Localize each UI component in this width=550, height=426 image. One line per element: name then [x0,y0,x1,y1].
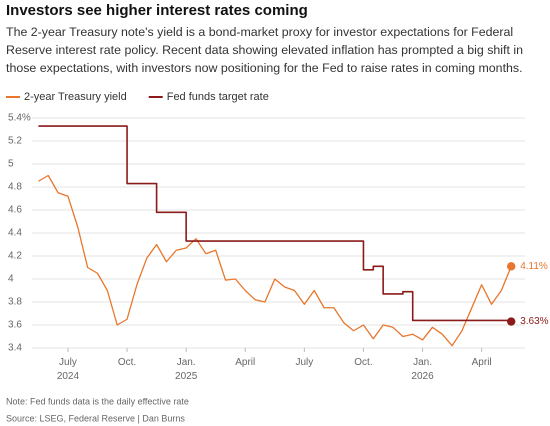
x-tick-label: Jan. 2025 [175,357,198,382]
y-tick-label: 4.6 [8,205,22,216]
x-tick-label: July [295,357,313,368]
x-tick-label: April [472,357,492,368]
y-tick-label: 3.4 [8,343,22,354]
legend-label: 2-year Treasury yield [24,91,127,103]
x-tick-label: July 2024 [57,357,80,382]
x-tick-label: Oct. [118,357,136,368]
y-tick-label: 4.8 [8,182,22,193]
note: Note: Fed funds data is the daily effect… [6,396,189,406]
source: Source: LSEG, Federal Reserve | Dan Burn… [6,413,185,423]
x-tick-label: April [235,357,255,368]
y-tick-label: 3.6 [8,320,22,331]
end-dot [507,262,516,271]
end-label: 4.11% [520,261,548,272]
y-tick-label: 5.4% [8,113,31,124]
y-tick-label: 4.2 [8,251,22,262]
x-tick-label: Oct. [354,357,372,368]
y-tick-label: 5.2 [8,136,22,147]
y-tick-label: 3.8 [8,297,22,308]
chart-title: Investors see higher interest rates comi… [6,2,308,19]
legend-label: Fed funds target rate [167,91,269,103]
x-tick-label: Jan. 2026 [411,357,434,382]
y-tick-label: 5 [8,159,14,170]
series-line [38,125,512,322]
end-dot [507,317,516,326]
y-tick-label: 4.4 [8,228,22,239]
end-label: 3.63% [520,316,548,327]
y-tick-label: 4 [8,274,14,285]
series-line [38,174,512,347]
chart-subtitle: The 2-year Treasury note's yield is a bo… [6,25,524,75]
